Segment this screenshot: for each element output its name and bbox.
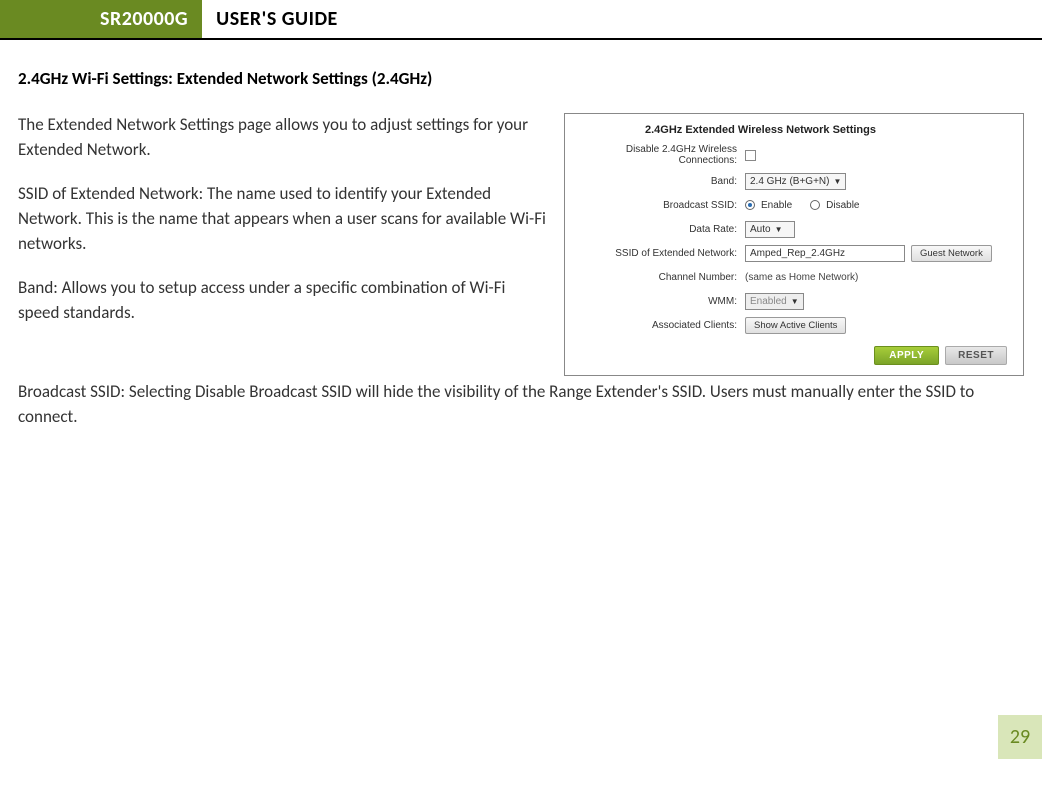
chevron-down-icon: ▼ <box>833 177 841 186</box>
text-column: The Extended Network Settings page allow… <box>18 113 546 376</box>
paragraph-intro: The Extended Network Settings page allow… <box>18 113 546 162</box>
header-title: USER'S GUIDE <box>202 0 338 38</box>
page-number: 29 <box>998 715 1042 759</box>
layout-row: The Extended Network Settings page allow… <box>18 113 1024 376</box>
checkbox-disable-wireless[interactable] <box>745 150 756 161</box>
chevron-down-icon: ▼ <box>775 225 783 234</box>
chevron-down-icon: ▼ <box>791 297 799 306</box>
label-disable-wireless: Disable 2.4GHz Wireless Connections: <box>575 144 745 166</box>
select-wmm-value: Enabled <box>750 296 787 307</box>
header-bar: SR20000G USER'S GUIDE <box>0 0 1042 40</box>
label-associated: Associated Clients: <box>575 320 745 331</box>
radio-enable-label: Enable <box>761 200 792 211</box>
header-spacer <box>338 0 1042 38</box>
paragraph-band: Band: Allows you to setup access under a… <box>18 276 546 325</box>
row-wmm: WMM: Enabled ▼ <box>575 292 1013 310</box>
radio-disable-label: Disable <box>826 200 859 211</box>
apply-button[interactable]: APPLY <box>874 346 939 365</box>
label-broadcast-ssid: Broadcast SSID: <box>575 200 745 211</box>
input-ssid-extended[interactable]: Amped_Rep_2.4GHz <box>745 245 905 262</box>
row-ssid-extended: SSID of Extended Network: Amped_Rep_2.4G… <box>575 244 1013 262</box>
paragraph-ssid: SSID of Extended Network: The name used … <box>18 182 546 256</box>
radio-disable[interactable] <box>810 200 820 210</box>
radio-enable[interactable] <box>745 200 755 210</box>
row-associated: Associated Clients: Show Active Clients <box>575 316 1013 334</box>
page-content: 2.4GHz Wi-Fi Settings: Extended Network … <box>0 40 1042 429</box>
select-band[interactable]: 2.4 GHz (B+G+N) ▼ <box>745 173 846 190</box>
label-channel: Channel Number: <box>575 272 745 283</box>
show-active-clients-button[interactable]: Show Active Clients <box>745 317 846 334</box>
button-row: APPLY RESET <box>575 346 1013 365</box>
row-channel: Channel Number: (same as Home Network) <box>575 268 1013 286</box>
panel-title: 2.4GHz Extended Wireless Network Setting… <box>575 124 1013 136</box>
select-band-value: 2.4 GHz (B+G+N) <box>750 176 829 187</box>
figure-column: 2.4GHz Extended Wireless Network Setting… <box>564 113 1024 376</box>
row-disable-wireless: Disable 2.4GHz Wireless Connections: <box>575 144 1013 166</box>
paragraph-broadcast-ssid: Broadcast SSID: Selecting Disable Broadc… <box>18 380 1024 429</box>
label-ssid-extended: SSID of Extended Network: <box>575 248 745 259</box>
select-data-rate[interactable]: Auto ▼ <box>745 221 795 238</box>
reset-button[interactable]: RESET <box>945 346 1007 365</box>
select-data-rate-value: Auto <box>750 224 771 235</box>
label-band: Band: <box>575 176 745 187</box>
channel-value: (same as Home Network) <box>745 272 858 283</box>
row-broadcast-ssid: Broadcast SSID: Enable Disable <box>575 196 1013 214</box>
row-data-rate: Data Rate: Auto ▼ <box>575 220 1013 238</box>
settings-panel: 2.4GHz Extended Wireless Network Setting… <box>564 113 1024 376</box>
row-band: Band: 2.4 GHz (B+G+N) ▼ <box>575 172 1013 190</box>
label-wmm: WMM: <box>575 296 745 307</box>
select-wmm[interactable]: Enabled ▼ <box>745 293 804 310</box>
guest-network-button[interactable]: Guest Network <box>911 245 992 262</box>
section-heading: 2.4GHz Wi-Fi Settings: Extended Network … <box>18 68 1024 89</box>
header-product: SR20000G <box>0 0 202 38</box>
input-ssid-extended-value: Amped_Rep_2.4GHz <box>750 248 845 259</box>
label-data-rate: Data Rate: <box>575 224 745 235</box>
